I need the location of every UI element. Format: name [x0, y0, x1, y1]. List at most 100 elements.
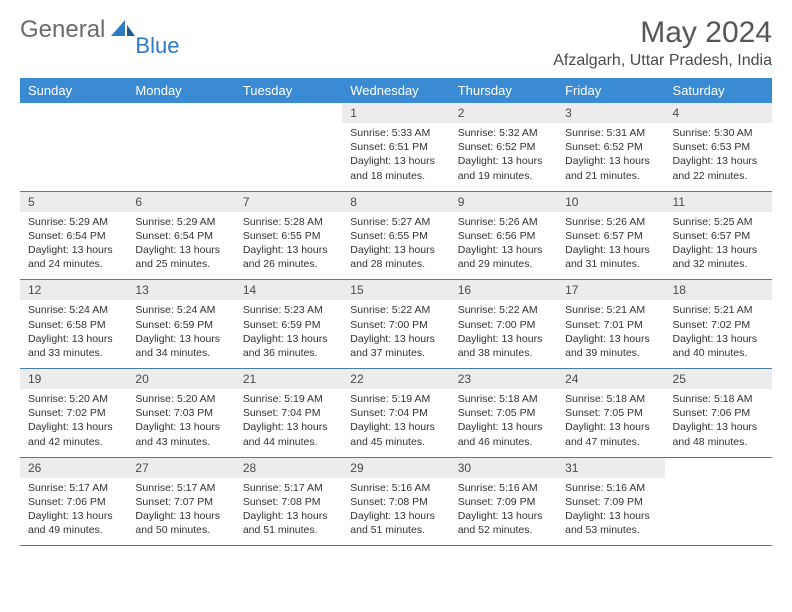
sunset-text: Sunset: 7:04 PM	[350, 406, 441, 420]
day-content: Sunrise: 5:17 AMSunset: 7:06 PMDaylight:…	[20, 478, 127, 546]
sunrise-text: Sunrise: 5:18 AM	[565, 392, 656, 406]
sunset-text: Sunset: 6:54 PM	[28, 229, 119, 243]
day-number: 12	[20, 280, 127, 300]
day-header-wed: Wednesday	[342, 78, 449, 103]
day-number: 25	[665, 369, 772, 389]
day-content: Sunrise: 5:22 AMSunset: 7:00 PMDaylight:…	[450, 300, 557, 368]
sunrise-text: Sunrise: 5:24 AM	[28, 303, 119, 317]
sunset-text: Sunset: 6:59 PM	[135, 318, 226, 332]
daylight-text: Daylight: 13 hours and 52 minutes.	[458, 509, 549, 537]
daylight-text: Daylight: 13 hours and 22 minutes.	[673, 154, 764, 182]
day-number: 30	[450, 458, 557, 478]
location-text: Afzalgarh, Uttar Pradesh, India	[553, 52, 772, 70]
day-content: Sunrise: 5:28 AMSunset: 6:55 PMDaylight:…	[235, 212, 342, 280]
day-cell: 2Sunrise: 5:32 AMSunset: 6:52 PMDaylight…	[450, 103, 557, 191]
day-number: 21	[235, 369, 342, 389]
day-cell: 9Sunrise: 5:26 AMSunset: 6:56 PMDaylight…	[450, 191, 557, 280]
sunset-text: Sunset: 6:51 PM	[350, 140, 441, 154]
sunset-text: Sunset: 7:02 PM	[673, 318, 764, 332]
day-cell: 16Sunrise: 5:22 AMSunset: 7:00 PMDayligh…	[450, 280, 557, 369]
logo-text-blue: Blue	[135, 33, 179, 59]
sunrise-text: Sunrise: 5:21 AM	[565, 303, 656, 317]
day-cell: 10Sunrise: 5:26 AMSunset: 6:57 PMDayligh…	[557, 191, 664, 280]
day-cell: 19Sunrise: 5:20 AMSunset: 7:02 PMDayligh…	[20, 369, 127, 458]
day-content: Sunrise: 5:33 AMSunset: 6:51 PMDaylight:…	[342, 123, 449, 191]
logo: General Blue	[20, 16, 185, 44]
daylight-text: Daylight: 13 hours and 51 minutes.	[350, 509, 441, 537]
day-number: 18	[665, 280, 772, 300]
day-content: Sunrise: 5:20 AMSunset: 7:03 PMDaylight:…	[127, 389, 234, 457]
daylight-text: Daylight: 13 hours and 49 minutes.	[28, 509, 119, 537]
day-cell: 24Sunrise: 5:18 AMSunset: 7:05 PMDayligh…	[557, 369, 664, 458]
sunset-text: Sunset: 7:00 PM	[458, 318, 549, 332]
day-number	[127, 103, 234, 123]
day-content: Sunrise: 5:16 AMSunset: 7:09 PMDaylight:…	[557, 478, 664, 546]
daylight-text: Daylight: 13 hours and 47 minutes.	[565, 420, 656, 448]
sunset-text: Sunset: 7:03 PM	[135, 406, 226, 420]
week-row: 19Sunrise: 5:20 AMSunset: 7:02 PMDayligh…	[20, 369, 772, 458]
week-row: 12Sunrise: 5:24 AMSunset: 6:58 PMDayligh…	[20, 280, 772, 369]
day-content: Sunrise: 5:17 AMSunset: 7:08 PMDaylight:…	[235, 478, 342, 546]
page-header: General Blue May 2024 Afzalgarh, Uttar P…	[20, 16, 772, 70]
sunset-text: Sunset: 7:09 PM	[565, 495, 656, 509]
day-content: Sunrise: 5:18 AMSunset: 7:06 PMDaylight:…	[665, 389, 772, 457]
day-header-row: Sunday Monday Tuesday Wednesday Thursday…	[20, 78, 772, 103]
day-header-sat: Saturday	[665, 78, 772, 103]
day-number	[20, 103, 127, 123]
day-number: 26	[20, 458, 127, 478]
day-content: Sunrise: 5:20 AMSunset: 7:02 PMDaylight:…	[20, 389, 127, 457]
sunrise-text: Sunrise: 5:30 AM	[673, 126, 764, 140]
day-number: 27	[127, 458, 234, 478]
logo-text-general: General	[20, 16, 105, 44]
title-block: May 2024 Afzalgarh, Uttar Pradesh, India	[553, 16, 772, 70]
day-cell: 11Sunrise: 5:25 AMSunset: 6:57 PMDayligh…	[665, 191, 772, 280]
sunrise-text: Sunrise: 5:16 AM	[565, 481, 656, 495]
day-cell: 26Sunrise: 5:17 AMSunset: 7:06 PMDayligh…	[20, 457, 127, 546]
day-number: 5	[20, 192, 127, 212]
day-cell: 7Sunrise: 5:28 AMSunset: 6:55 PMDaylight…	[235, 191, 342, 280]
day-header-tue: Tuesday	[235, 78, 342, 103]
sunrise-text: Sunrise: 5:23 AM	[243, 303, 334, 317]
daylight-text: Daylight: 13 hours and 25 minutes.	[135, 243, 226, 271]
day-content: Sunrise: 5:16 AMSunset: 7:08 PMDaylight:…	[342, 478, 449, 546]
day-cell: 29Sunrise: 5:16 AMSunset: 7:08 PMDayligh…	[342, 457, 449, 546]
day-number: 4	[665, 103, 772, 123]
day-content: Sunrise: 5:23 AMSunset: 6:59 PMDaylight:…	[235, 300, 342, 368]
day-number: 15	[342, 280, 449, 300]
sunset-text: Sunset: 6:52 PM	[458, 140, 549, 154]
sunrise-text: Sunrise: 5:24 AM	[135, 303, 226, 317]
day-cell	[235, 103, 342, 191]
day-content: Sunrise: 5:24 AMSunset: 6:58 PMDaylight:…	[20, 300, 127, 368]
day-cell: 8Sunrise: 5:27 AMSunset: 6:55 PMDaylight…	[342, 191, 449, 280]
day-header-sun: Sunday	[20, 78, 127, 103]
sunrise-text: Sunrise: 5:31 AM	[565, 126, 656, 140]
sunrise-text: Sunrise: 5:20 AM	[135, 392, 226, 406]
sunrise-text: Sunrise: 5:27 AM	[350, 215, 441, 229]
sunset-text: Sunset: 7:05 PM	[458, 406, 549, 420]
day-cell: 23Sunrise: 5:18 AMSunset: 7:05 PMDayligh…	[450, 369, 557, 458]
daylight-text: Daylight: 13 hours and 46 minutes.	[458, 420, 549, 448]
day-cell	[665, 457, 772, 546]
daylight-text: Daylight: 13 hours and 37 minutes.	[350, 332, 441, 360]
day-content: Sunrise: 5:17 AMSunset: 7:07 PMDaylight:…	[127, 478, 234, 546]
day-content: Sunrise: 5:25 AMSunset: 6:57 PMDaylight:…	[665, 212, 772, 280]
sunset-text: Sunset: 6:59 PM	[243, 318, 334, 332]
day-content: Sunrise: 5:19 AMSunset: 7:04 PMDaylight:…	[342, 389, 449, 457]
sunset-text: Sunset: 6:56 PM	[458, 229, 549, 243]
sunset-text: Sunset: 7:06 PM	[28, 495, 119, 509]
sunset-text: Sunset: 7:05 PM	[565, 406, 656, 420]
day-number: 3	[557, 103, 664, 123]
day-cell: 1Sunrise: 5:33 AMSunset: 6:51 PMDaylight…	[342, 103, 449, 191]
daylight-text: Daylight: 13 hours and 36 minutes.	[243, 332, 334, 360]
day-number: 7	[235, 192, 342, 212]
day-content	[127, 123, 234, 183]
sunset-text: Sunset: 6:53 PM	[673, 140, 764, 154]
sunrise-text: Sunrise: 5:22 AM	[350, 303, 441, 317]
sunset-text: Sunset: 7:02 PM	[28, 406, 119, 420]
daylight-text: Daylight: 13 hours and 26 minutes.	[243, 243, 334, 271]
sunrise-text: Sunrise: 5:17 AM	[243, 481, 334, 495]
sunset-text: Sunset: 7:00 PM	[350, 318, 441, 332]
day-number: 11	[665, 192, 772, 212]
sunset-text: Sunset: 7:09 PM	[458, 495, 549, 509]
daylight-text: Daylight: 13 hours and 39 minutes.	[565, 332, 656, 360]
